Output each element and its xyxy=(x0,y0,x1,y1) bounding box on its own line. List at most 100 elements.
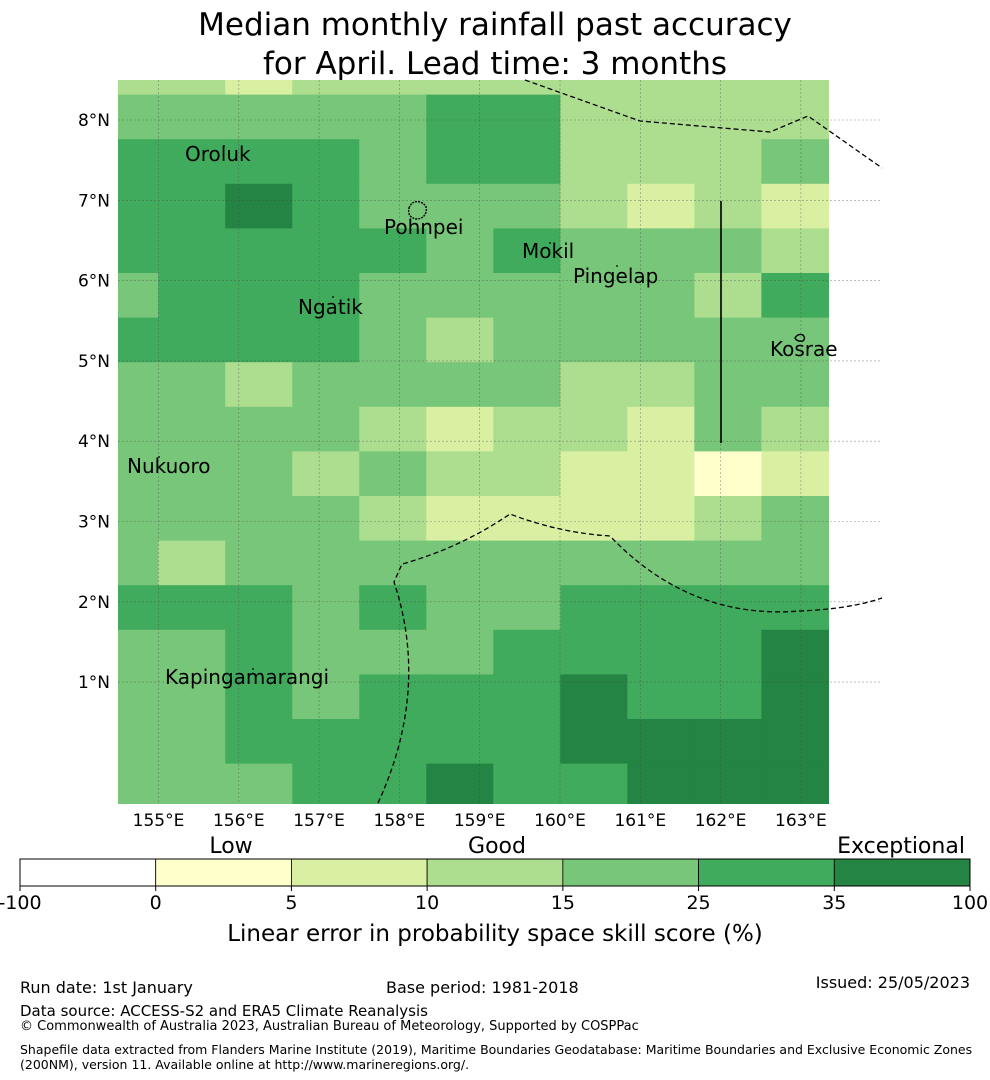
grid-cell xyxy=(694,406,762,452)
grid-cell xyxy=(359,540,427,586)
grid-cell xyxy=(560,674,628,720)
grid-cell xyxy=(761,228,829,274)
grid-cell xyxy=(627,80,695,96)
colorbar-frame xyxy=(19,858,971,887)
grid-cell xyxy=(292,585,360,631)
grid-cell xyxy=(359,80,427,96)
latitude-label: 1°N xyxy=(78,673,110,693)
grid-cell xyxy=(761,674,829,720)
grid-cell xyxy=(493,496,561,542)
island-outlines xyxy=(407,200,806,342)
grid-cell xyxy=(225,763,293,804)
grid-cell xyxy=(627,763,695,804)
grid-cell xyxy=(426,585,494,631)
grid-cell xyxy=(158,80,226,96)
grid-cell xyxy=(359,451,427,497)
grid-cell xyxy=(627,674,695,720)
base-period: Base period: 1981-2018 xyxy=(386,978,579,997)
grid-cell xyxy=(560,317,628,363)
grid-cell xyxy=(359,317,427,363)
grid-cell xyxy=(426,183,494,229)
shapefile-credit-2: (200NM), version 11. Available online at… xyxy=(20,1057,470,1072)
grid-cell xyxy=(118,629,159,675)
grid-cell xyxy=(118,228,159,274)
grid-cell xyxy=(118,362,159,408)
grid-cell xyxy=(158,496,226,542)
longitude-label: 158°E xyxy=(374,811,426,831)
grid-cell xyxy=(225,451,293,497)
longitude-label: 163°E xyxy=(775,811,827,831)
place-label-pingelap: Pingelap xyxy=(573,264,658,288)
grid-cell xyxy=(761,406,829,452)
latitude-label: 8°N xyxy=(78,111,110,131)
grid-cell xyxy=(118,80,159,96)
grid-cell xyxy=(493,362,561,408)
grid-cell xyxy=(359,406,427,452)
grid-cell xyxy=(426,451,494,497)
grid-cell xyxy=(560,451,628,497)
colorbar-tick-label: 5 xyxy=(285,892,297,914)
issued-date: Issued: 25/05/2023 xyxy=(815,973,970,992)
grid-cell xyxy=(292,362,360,408)
grid-cell xyxy=(493,451,561,497)
grid-cell xyxy=(627,406,695,452)
latitude-label: 6°N xyxy=(78,272,110,292)
grid-cell xyxy=(426,80,494,96)
grid-cell xyxy=(694,540,762,586)
grid-cell xyxy=(627,183,695,229)
grid-cell xyxy=(359,763,427,804)
colorbar-boxes xyxy=(19,858,971,887)
grid-cell xyxy=(292,451,360,497)
grid-cell xyxy=(225,139,293,185)
grid-cell xyxy=(426,273,494,319)
eez-boundary-south xyxy=(377,513,883,804)
grid-cell xyxy=(158,317,226,363)
grid-cell xyxy=(761,273,829,319)
grid-cell xyxy=(359,496,427,542)
colorbar-tick-label: 25 xyxy=(686,892,710,914)
grid-cell xyxy=(292,496,360,542)
grid-cell xyxy=(225,228,293,274)
latitude-label: 7°N xyxy=(78,191,110,211)
grid-cell xyxy=(560,496,628,542)
grid-cell xyxy=(694,94,762,140)
grid-cell xyxy=(493,585,561,631)
grid-cell xyxy=(292,406,360,452)
grid-cell xyxy=(761,540,829,586)
legend-category-exceptional: Exceptional xyxy=(837,834,965,859)
colorbar-box xyxy=(426,858,564,887)
grid-cell xyxy=(158,629,226,675)
grid-cell xyxy=(225,719,293,765)
grid-cell xyxy=(158,451,226,497)
grid-cell xyxy=(560,629,628,675)
grid-cell xyxy=(118,496,159,542)
grid-cell xyxy=(761,139,829,185)
grid-cell xyxy=(158,139,226,185)
grid-cell xyxy=(118,139,159,185)
grid-cell xyxy=(627,317,695,363)
grid-cell xyxy=(627,228,695,274)
grid-cell xyxy=(359,94,427,140)
grid-cell xyxy=(426,139,494,185)
grid-cell xyxy=(225,585,293,631)
grid-cell xyxy=(426,629,494,675)
grid-cell xyxy=(359,674,427,720)
colorbar-box xyxy=(833,858,971,887)
grid-cell xyxy=(493,629,561,675)
grid-cell xyxy=(426,94,494,140)
grid-cell xyxy=(158,719,226,765)
grid-cell xyxy=(493,763,561,804)
grid-cell xyxy=(158,585,226,631)
grid-cell xyxy=(694,763,762,804)
longitude-label: 155°E xyxy=(133,811,185,831)
longitude-label: 160°E xyxy=(534,811,586,831)
grid-cell xyxy=(694,317,762,363)
grid-cell xyxy=(118,94,159,140)
grid-cell xyxy=(560,183,628,229)
place-label-oroluk: Oroluk xyxy=(185,142,251,166)
colorbar-tick-label: 35 xyxy=(822,892,846,914)
grid-cell xyxy=(627,585,695,631)
latitude-label: 5°N xyxy=(78,352,110,372)
grid-cell xyxy=(225,629,293,675)
map-figure: Oroluk Pohnpei Mokil Pingelap Ngatik Kos… xyxy=(0,79,988,947)
